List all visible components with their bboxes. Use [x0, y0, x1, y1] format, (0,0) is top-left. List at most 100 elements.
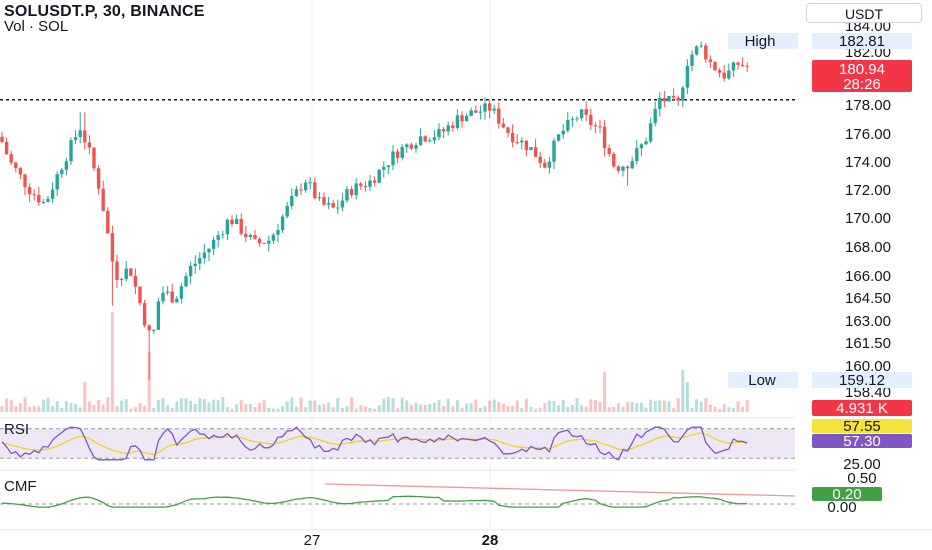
volume-bar: [37, 406, 41, 412]
volume-bar: [373, 408, 377, 412]
volume-bar: [239, 400, 243, 412]
candle-body: [460, 115, 464, 122]
volume-bar: [704, 398, 708, 412]
cmf-trendline: [324, 483, 796, 497]
candle-body: [340, 200, 345, 208]
volume-bar: [221, 397, 225, 412]
volume-bar: [561, 399, 565, 412]
volume-bar: [534, 408, 538, 412]
candle-body: [740, 64, 745, 66]
candle-body: [290, 196, 294, 206]
candle-body: [455, 115, 460, 128]
candle-body: [694, 46, 699, 55]
candle-body: [184, 276, 188, 287]
currency-button[interactable]: USDT: [806, 3, 922, 23]
candle-body: [69, 140, 73, 162]
volume-bar: [184, 398, 188, 412]
candle-body: [14, 162, 18, 169]
volume-bar: [621, 406, 625, 412]
candle-body: [78, 130, 82, 138]
volume-bar: [566, 406, 570, 412]
volume-bar: [267, 407, 271, 412]
volume-bar: [428, 404, 432, 412]
volume-bar: [230, 408, 234, 412]
candle-body: [64, 161, 69, 170]
volume-bar: [391, 398, 395, 412]
candle-body: [423, 136, 427, 142]
cmf-value-bg: [812, 487, 882, 501]
candle-body: [414, 145, 418, 149]
volume-bar: [718, 408, 722, 412]
candle-body: [681, 87, 685, 101]
rsi-value-b: 57.30: [843, 433, 881, 450]
volume-bar: [400, 397, 404, 412]
volume-bar: [699, 401, 703, 412]
candle-body: [32, 194, 36, 196]
volume-bar: [202, 399, 206, 412]
candle-body: [202, 252, 207, 259]
candle-body: [395, 151, 400, 158]
price-tick: 164.50: [845, 290, 891, 307]
volume-indicator-label[interactable]: Vol · SOL: [4, 18, 69, 35]
volume-bar: [580, 405, 584, 412]
price-tick: 168.00: [845, 239, 891, 256]
candle-body: [575, 118, 579, 120]
candle-body: [262, 242, 266, 244]
volume-bar: [662, 400, 666, 412]
volume-bar: [175, 401, 179, 412]
candle-body: [179, 286, 184, 299]
volume-bar: [23, 397, 27, 412]
candle-body: [593, 125, 598, 127]
volume-bar: [635, 402, 639, 412]
volume-bar: [547, 400, 551, 412]
candle-body: [46, 198, 50, 202]
candle-body: [497, 108, 501, 124]
candle-body: [83, 130, 87, 143]
candle-body: [18, 168, 23, 175]
high-value-bg: [812, 33, 912, 49]
volume-bars: [0, 312, 749, 412]
candle-body: [138, 286, 142, 304]
volume-bar: [506, 406, 510, 412]
volume-bar: [285, 401, 289, 412]
volume-bar: [124, 399, 128, 412]
candle-body: [322, 197, 326, 205]
volume-bar: [552, 401, 556, 412]
volume-bar: [557, 405, 561, 412]
volume-bar: [281, 406, 285, 412]
volume-bar: [681, 370, 685, 412]
volume-bar: [64, 401, 68, 412]
volume-bar: [538, 407, 542, 412]
rsi-band: [0, 428, 795, 459]
candle-body: [478, 111, 483, 113]
candle-body: [129, 268, 133, 276]
candle-body: [667, 95, 671, 102]
candle-body: [598, 126, 602, 128]
volume-bar: [455, 400, 459, 412]
candle-body: [437, 129, 441, 138]
candle-body: [506, 127, 510, 133]
volume-bar: [465, 403, 469, 412]
volume-bar: [630, 401, 634, 412]
candle-body: [704, 45, 708, 60]
volume-bar: [317, 404, 321, 412]
volume-bar: [345, 406, 349, 412]
rsi-value-a: 57.55: [843, 418, 881, 435]
candle-body: [133, 275, 138, 287]
candle-body: [73, 137, 78, 141]
cmf-label[interactable]: CMF: [4, 478, 37, 495]
volume-bar: [442, 405, 446, 412]
volume-bar: [639, 402, 643, 412]
volume-bar: [248, 403, 252, 412]
candle-body: [372, 180, 377, 183]
volume-bar: [14, 406, 18, 412]
candle-body: [193, 263, 197, 266]
price-axis[interactable]: 184.00182.00178.00176.00174.00172.00170.…: [304, 18, 912, 549]
countdown: 28:26: [843, 76, 881, 93]
cmf-pane: [0, 483, 796, 508]
volume-bar: [225, 406, 229, 412]
rsi-label[interactable]: RSI: [4, 421, 30, 438]
rsi-tag-b-bg: [812, 434, 912, 448]
candle-body: [280, 216, 285, 231]
